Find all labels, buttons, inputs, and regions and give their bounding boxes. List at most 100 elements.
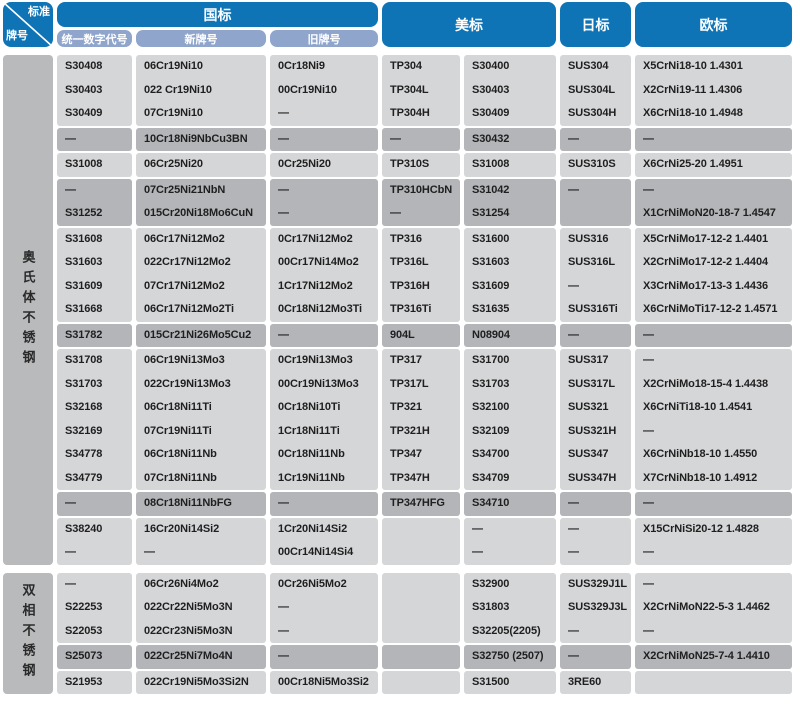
row-group bbox=[382, 572, 460, 644]
grade-cell: — bbox=[65, 132, 76, 145]
grade-cell: SUS321 bbox=[568, 401, 609, 413]
row-group: S38240 — bbox=[57, 517, 132, 565]
grade-cell: 022Cr25Ni7Mo4N bbox=[144, 650, 233, 662]
grade-cell: S30409 bbox=[472, 107, 510, 119]
grade-cell: 0Cr18Ni9 bbox=[278, 60, 325, 72]
grade-cell: — bbox=[643, 546, 654, 558]
row-group: 10Cr18Ni9NbCu3BN bbox=[136, 127, 266, 151]
grade-cell: S34779 bbox=[65, 471, 103, 484]
row-group: X15CrNiSi20-12 1.4828 — bbox=[635, 517, 792, 565]
grade-cell: TP317 bbox=[390, 354, 422, 366]
grade-cell: SUS329J3L bbox=[568, 601, 628, 613]
grade-cell: S31008 bbox=[472, 158, 510, 170]
grade-cell: — bbox=[643, 328, 654, 341]
row-group: 0Cr18Ni9 00Cr19Ni10 — bbox=[270, 55, 378, 126]
grade-cell: S31703 bbox=[472, 377, 510, 390]
grade-cell: SUS321H bbox=[568, 424, 617, 437]
group-header-eu: 欧标 bbox=[635, 2, 792, 47]
grade-cell: 07Cr19Ni10 bbox=[144, 107, 203, 119]
grade-cell: S31782 bbox=[65, 328, 103, 341]
grade-cell: 022Cr19Ni5Mo3Si2N bbox=[144, 675, 249, 688]
grade-cell bbox=[560, 202, 631, 226]
grade-cell: S32100 bbox=[472, 401, 510, 413]
grade-cell: TP321H bbox=[390, 424, 430, 437]
row-group: SUS304 SUS304L SUS304H bbox=[560, 55, 631, 126]
grade-cell: SUS329J1L bbox=[568, 577, 628, 590]
grade-cell: — bbox=[390, 207, 401, 219]
section-label: 双相不锈钢 bbox=[20, 583, 36, 684]
grade-cell: 00Cr14Ni14Si4 bbox=[278, 546, 354, 558]
grade-cell: TP316H bbox=[390, 279, 430, 292]
row-group: S34710 bbox=[464, 492, 556, 516]
grade-cell: — bbox=[643, 577, 654, 590]
sub-header-new-grade: 新牌号 bbox=[136, 30, 266, 47]
grade-cell: 07Cr18Ni11Nb bbox=[144, 471, 217, 484]
grade-cell: SUS310S bbox=[568, 158, 616, 170]
row-group: S31008 bbox=[464, 153, 556, 177]
grade-cell: S31008 bbox=[65, 158, 103, 170]
grade-cell: — bbox=[65, 497, 76, 509]
row-group: — bbox=[635, 492, 792, 516]
row-group: X2CrNiMoN25-7-4 1.4410 bbox=[635, 645, 792, 669]
grade-cell: TP304H bbox=[390, 107, 430, 119]
grade-cell: S32750 (2507) bbox=[472, 650, 544, 662]
row-group: 08Cr18Ni11NbFG bbox=[136, 492, 266, 516]
data-column: 06Cr19Ni10 022 Cr19Ni10 07Cr19Ni10 10Cr18Ni… bbox=[136, 55, 266, 694]
grade-cell: TP310S bbox=[390, 158, 430, 170]
grade-cell: SUS316 bbox=[568, 232, 609, 245]
grade-cell bbox=[382, 596, 460, 620]
grade-cell bbox=[382, 645, 460, 669]
grade-cell bbox=[382, 620, 460, 644]
row-group: SUS317 SUS317L SUS321 SUS321H SUS347 SUS347H bbox=[560, 349, 631, 490]
row-group: 06Cr25Ni20 bbox=[136, 153, 266, 177]
row-group bbox=[635, 670, 792, 694]
row-group: TP316 TP316L TP316H TP316Ti bbox=[382, 227, 460, 322]
grade-cell: TP316 bbox=[390, 232, 422, 245]
row-group: S31708 S31703 S32168 S32169 S34778 S34779 bbox=[57, 349, 132, 490]
grade-cell bbox=[382, 541, 460, 565]
row-group: — bbox=[270, 323, 378, 347]
grade-cell: 00Cr18Ni5Mo3Si2 bbox=[278, 675, 369, 688]
row-group: — bbox=[635, 323, 792, 347]
grade-cell: 015Cr20Ni18Mo6CuN bbox=[144, 207, 253, 219]
grade-cell: 08Cr18Ni11NbFG bbox=[144, 497, 232, 509]
grade-cell: 904L bbox=[390, 328, 415, 341]
grade-cell: X5CrNiMo17-12-2 1.4401 bbox=[643, 232, 768, 245]
grade-cell: S38240 bbox=[65, 522, 103, 535]
grade-cell: — bbox=[278, 207, 289, 219]
grade-cell: X6CrNiMoTi17-12-2 1.4571 bbox=[643, 303, 778, 315]
grade-cell: TP316Ti bbox=[390, 303, 432, 315]
grade-cell: — bbox=[278, 497, 289, 509]
row-group: S30432 bbox=[464, 127, 556, 151]
row-group: S31600 S31603 S31609 S31635 bbox=[464, 227, 556, 322]
row-group: 0Cr25Ni20 bbox=[270, 153, 378, 177]
grade-cell: X2CrNiMoN25-7-4 1.4410 bbox=[643, 650, 770, 662]
grade-cell: S22253 bbox=[65, 601, 103, 613]
row-group: TP317 TP317L TP321 TP321H TP347 TP347H bbox=[382, 349, 460, 490]
grade-cell: 0Cr18Ni10Ti bbox=[278, 401, 341, 413]
grade-cell: S31603 bbox=[472, 256, 510, 268]
grade-cell: — bbox=[568, 522, 579, 535]
row-group: SUS329J1L SUS329J3L — bbox=[560, 572, 631, 643]
data-column: TP304 TP304L TP304H — TP310S TP310HCbN — TP316 T… bbox=[382, 55, 460, 694]
row-group: — bbox=[270, 127, 378, 151]
grade-cell: S32109 bbox=[472, 424, 510, 437]
row-group: S31782 bbox=[57, 323, 132, 347]
grade-cell: 1Cr20Ni14Si2 bbox=[278, 522, 348, 535]
row-group: S21953 bbox=[57, 670, 132, 694]
row-group: S31608 S31603 S31609 S31668 bbox=[57, 227, 132, 322]
grade-cell: SUS316Ti bbox=[568, 303, 618, 315]
grade-cell: SUS347H bbox=[568, 471, 617, 484]
grade-cell: X2CrNiMoN22-5-3 1.4462 bbox=[643, 601, 770, 613]
grade-cell: — bbox=[568, 497, 579, 509]
table-header: 标准 牌号 国标 美标 日标 欧标 统一数字代号 新牌号 旧牌号 bbox=[3, 2, 800, 47]
grade-cell: 00Cr19Ni13Mo3 bbox=[278, 377, 359, 390]
grade-cell: S30403 bbox=[65, 83, 103, 96]
grade-cell: TP304 bbox=[390, 60, 422, 72]
grade-cell: S21953 bbox=[65, 675, 103, 688]
grade-cell: — bbox=[643, 132, 654, 145]
row-group: S32750 (2507) bbox=[464, 645, 556, 669]
grade-cell: 06Cr26Ni4Mo2 bbox=[144, 577, 219, 590]
grade-cell: 16Cr20Ni14Si2 bbox=[144, 522, 220, 535]
grade-cell: S34709 bbox=[472, 471, 510, 484]
